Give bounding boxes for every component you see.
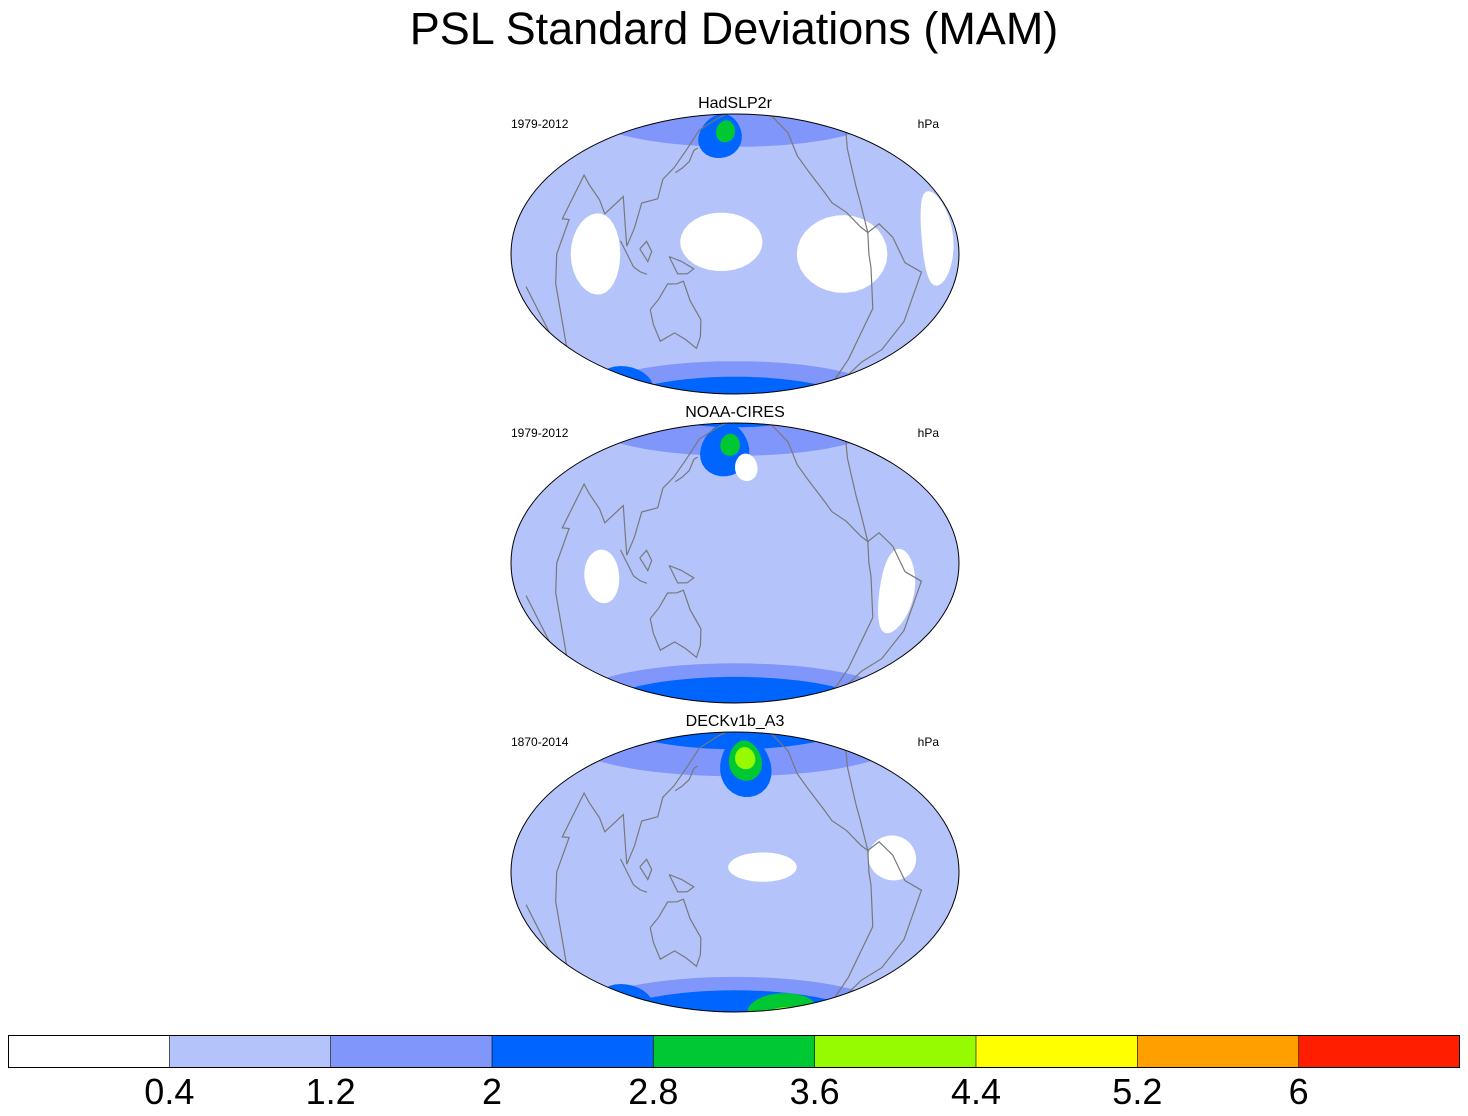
colorbar-label: 0.4 bbox=[144, 1071, 195, 1112]
coastline bbox=[649, 280, 702, 350]
map-outline bbox=[510, 731, 960, 1013]
contour-region bbox=[735, 453, 758, 481]
contour-band bbox=[563, 732, 904, 777]
coastline bbox=[639, 549, 653, 572]
contour-region bbox=[584, 549, 620, 604]
panel-title: NOAA-CIRES bbox=[685, 404, 785, 421]
colorbar bbox=[8, 1035, 1460, 1068]
panel-period: 1979-2012 bbox=[511, 426, 569, 440]
colorbar-swatch bbox=[169, 1035, 332, 1068]
contour-region bbox=[775, 391, 844, 394]
map-outline bbox=[510, 113, 960, 395]
panel-period: 1870-2014 bbox=[511, 735, 569, 749]
coastline bbox=[742, 423, 869, 543]
coastline bbox=[619, 549, 648, 584]
coastline bbox=[674, 765, 698, 792]
panel-deckv1b-a3: DECKv1b_A3 1870-2014 hPa bbox=[505, 713, 965, 1013]
coastline bbox=[825, 532, 923, 703]
coastline bbox=[674, 456, 698, 483]
panel-period: 1979-2012 bbox=[511, 117, 569, 131]
panel-units: hPa bbox=[917, 426, 939, 440]
colorbar-swatch bbox=[653, 1035, 816, 1068]
panel-title: DECKv1b_A3 bbox=[685, 713, 785, 730]
contour-region bbox=[747, 993, 819, 1012]
colorbar-label: 3.6 bbox=[789, 1071, 840, 1112]
colorbar-label: 1.2 bbox=[305, 1071, 356, 1112]
contour-region bbox=[878, 548, 916, 634]
contour-region bbox=[720, 433, 740, 456]
panel-noaa-cires: NOAA-CIRES 1979-2012 hPa bbox=[505, 404, 965, 704]
coastline bbox=[619, 858, 648, 893]
colorbar-labels: 0.4 1.2 2 2.8 3.6 4.4 5.2 6 bbox=[0, 1070, 1468, 1116]
colorbar-swatch bbox=[1137, 1035, 1300, 1068]
contour-region bbox=[920, 191, 954, 286]
colorbar-label: 4.4 bbox=[950, 1071, 1002, 1112]
panel-title: HadSLP2r bbox=[698, 95, 772, 112]
coastline bbox=[525, 423, 736, 668]
contour-region bbox=[735, 377, 784, 394]
panel-units: hPa bbox=[917, 117, 939, 131]
coastline bbox=[525, 114, 736, 359]
contour-region bbox=[796, 215, 888, 293]
coastline bbox=[525, 732, 736, 977]
coastline bbox=[649, 898, 702, 968]
colorbar-label: 5.2 bbox=[1112, 1071, 1163, 1112]
colorbar-swatch bbox=[976, 1035, 1138, 1068]
colorbar-swatch bbox=[814, 1035, 977, 1068]
colorbar-label: 2.8 bbox=[628, 1071, 679, 1112]
map-deckv1b-a3 bbox=[505, 731, 965, 1013]
coastline bbox=[668, 873, 695, 893]
coastline bbox=[742, 114, 869, 234]
contour-band bbox=[576, 114, 891, 147]
coastline bbox=[649, 589, 702, 659]
contour-region bbox=[680, 212, 763, 271]
map-hadslp2r bbox=[505, 113, 965, 395]
coastline bbox=[825, 841, 923, 1012]
coastline bbox=[639, 858, 653, 881]
colorbar-swatch bbox=[8, 1035, 170, 1068]
colorbar-swatch bbox=[330, 1035, 493, 1068]
colorbar-swatch bbox=[492, 1035, 654, 1068]
contour-region bbox=[868, 835, 917, 881]
contour-region bbox=[570, 213, 621, 295]
map-noaa-cires bbox=[505, 422, 965, 704]
contour-region bbox=[726, 682, 794, 703]
map-outline bbox=[510, 422, 960, 704]
coastline bbox=[825, 223, 923, 394]
contour-region bbox=[735, 747, 756, 770]
figure-title: PSL Standard Deviations (MAM) bbox=[409, 3, 1059, 54]
colorbar-swatch bbox=[1298, 1035, 1460, 1068]
panel-hadslp2r: HadSLP2r 1979-2012 hPa bbox=[505, 95, 965, 395]
panel-units: hPa bbox=[917, 735, 939, 749]
coastline bbox=[742, 732, 869, 852]
colorbar-label: 6 bbox=[1288, 1071, 1309, 1112]
contour-region bbox=[716, 120, 735, 143]
coastline bbox=[619, 240, 648, 275]
coastline bbox=[668, 564, 695, 584]
colorbar-label: 2 bbox=[481, 1071, 503, 1112]
coastline bbox=[639, 240, 653, 263]
coastline bbox=[668, 255, 695, 275]
contour-region bbox=[728, 852, 797, 882]
coastline bbox=[674, 147, 698, 174]
contour-band bbox=[576, 423, 891, 456]
